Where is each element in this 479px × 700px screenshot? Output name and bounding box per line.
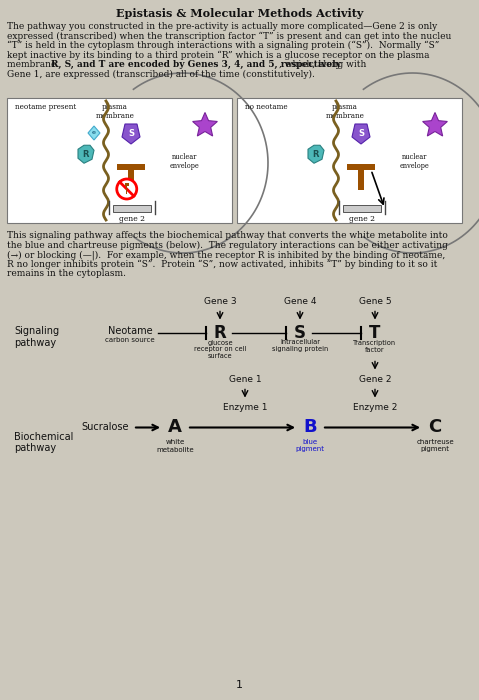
Text: , which, along with: , which, along with bbox=[279, 60, 366, 69]
Text: remains in the cytoplasm.: remains in the cytoplasm. bbox=[7, 269, 126, 278]
Text: 1: 1 bbox=[236, 680, 243, 690]
Text: Sucralose: Sucralose bbox=[81, 423, 129, 433]
Text: expressed (transcribed) when the transcription factor “T” is present and can get: expressed (transcribed) when the transcr… bbox=[7, 32, 451, 41]
Text: glucose
receptor on cell
surface: glucose receptor on cell surface bbox=[194, 340, 246, 360]
Text: C: C bbox=[428, 419, 442, 437]
Text: e: e bbox=[92, 130, 96, 136]
Text: gene 2: gene 2 bbox=[349, 215, 375, 223]
Text: S: S bbox=[358, 129, 364, 137]
Bar bbox=[128, 170, 134, 190]
Text: chartreuse
pigment: chartreuse pigment bbox=[416, 440, 454, 452]
Text: Neotame: Neotame bbox=[108, 326, 152, 337]
Text: Signaling
pathway: Signaling pathway bbox=[14, 326, 59, 348]
Bar bbox=[343, 205, 381, 212]
Text: R no longer inhibits protein “S”.  Protein “S”, now activated, inhibits “T” by b: R no longer inhibits protein “S”. Protei… bbox=[7, 260, 437, 269]
Text: A: A bbox=[168, 419, 182, 437]
Text: nuclear
envelope: nuclear envelope bbox=[170, 153, 199, 170]
Bar bbox=[125, 183, 129, 186]
Text: S: S bbox=[294, 325, 306, 342]
Text: Epistasis & Molecular Methods Activity: Epistasis & Molecular Methods Activity bbox=[116, 8, 363, 19]
Bar bbox=[358, 170, 364, 190]
Text: the blue and chartreuse pigments (below).  The regulatory interactions can be ei: the blue and chartreuse pigments (below)… bbox=[7, 241, 448, 250]
Polygon shape bbox=[308, 146, 324, 163]
Text: R, S, and T are encoded by Genes 3, 4, and 5, respectively: R, S, and T are encoded by Genes 3, 4, a… bbox=[51, 60, 341, 69]
Text: white
metabolite: white metabolite bbox=[156, 440, 194, 452]
Text: carbon source: carbon source bbox=[105, 337, 155, 344]
Bar bbox=[117, 164, 145, 170]
Text: The pathway you constructed in the pre-activity is actually more complicated—Gen: The pathway you constructed in the pre-a… bbox=[7, 22, 437, 31]
Text: Enzyme 2: Enzyme 2 bbox=[353, 402, 397, 412]
Text: Enzyme 1: Enzyme 1 bbox=[223, 402, 267, 412]
Polygon shape bbox=[78, 146, 94, 163]
Text: Gene 3: Gene 3 bbox=[204, 297, 236, 305]
Text: Gene 1: Gene 1 bbox=[228, 374, 262, 384]
Text: Transcription
factor: Transcription factor bbox=[354, 340, 397, 353]
Text: (→) or blocking (—|).  For example, when the receptor R is inhibited by the bind: (→) or blocking (—|). For example, when … bbox=[7, 250, 445, 260]
Text: Gene 5: Gene 5 bbox=[359, 297, 391, 305]
Bar bbox=[7, 98, 232, 223]
Polygon shape bbox=[422, 113, 447, 136]
Text: R: R bbox=[313, 150, 319, 159]
Text: Gene 2: Gene 2 bbox=[359, 374, 391, 384]
Text: R: R bbox=[214, 325, 227, 342]
Polygon shape bbox=[122, 124, 140, 144]
Circle shape bbox=[117, 179, 137, 199]
Text: This signaling pathway affects the biochemical pathway that converts the white m: This signaling pathway affects the bioch… bbox=[7, 231, 448, 240]
Text: S: S bbox=[128, 129, 134, 137]
Text: nuclear
envelope: nuclear envelope bbox=[399, 153, 429, 170]
Text: Gene 4: Gene 4 bbox=[284, 297, 316, 305]
Polygon shape bbox=[88, 126, 100, 140]
Polygon shape bbox=[193, 113, 217, 136]
Text: kept inactive by its binding to a third protein “R” which is a glucose receptor : kept inactive by its binding to a third … bbox=[7, 50, 430, 60]
Text: “T” is held in the cytoplasm through interactions with a signaling protein (“S”): “T” is held in the cytoplasm through int… bbox=[7, 41, 439, 50]
Text: Gene 1, are expressed (transcribed) all of the time (constitutively).: Gene 1, are expressed (transcribed) all … bbox=[7, 69, 315, 78]
Text: no neotame: no neotame bbox=[245, 103, 287, 111]
Text: gene 2: gene 2 bbox=[119, 215, 145, 223]
Text: plasma
membrane: plasma membrane bbox=[326, 103, 365, 120]
Text: plasma
membrane: plasma membrane bbox=[96, 103, 135, 120]
Text: Intracellular
signaling protein: Intracellular signaling protein bbox=[272, 340, 328, 353]
Bar bbox=[237, 98, 462, 223]
Text: T: T bbox=[369, 325, 381, 342]
Polygon shape bbox=[352, 124, 370, 144]
Bar bbox=[347, 164, 375, 170]
Text: membrane.: membrane. bbox=[7, 60, 65, 69]
Text: R: R bbox=[83, 150, 89, 159]
Text: B: B bbox=[303, 419, 317, 437]
Bar bbox=[126, 186, 127, 194]
Text: Biochemical
pathway: Biochemical pathway bbox=[14, 431, 73, 453]
Bar bbox=[113, 205, 151, 212]
Text: neotame present: neotame present bbox=[15, 103, 76, 111]
Text: blue
pigment: blue pigment bbox=[296, 440, 324, 452]
